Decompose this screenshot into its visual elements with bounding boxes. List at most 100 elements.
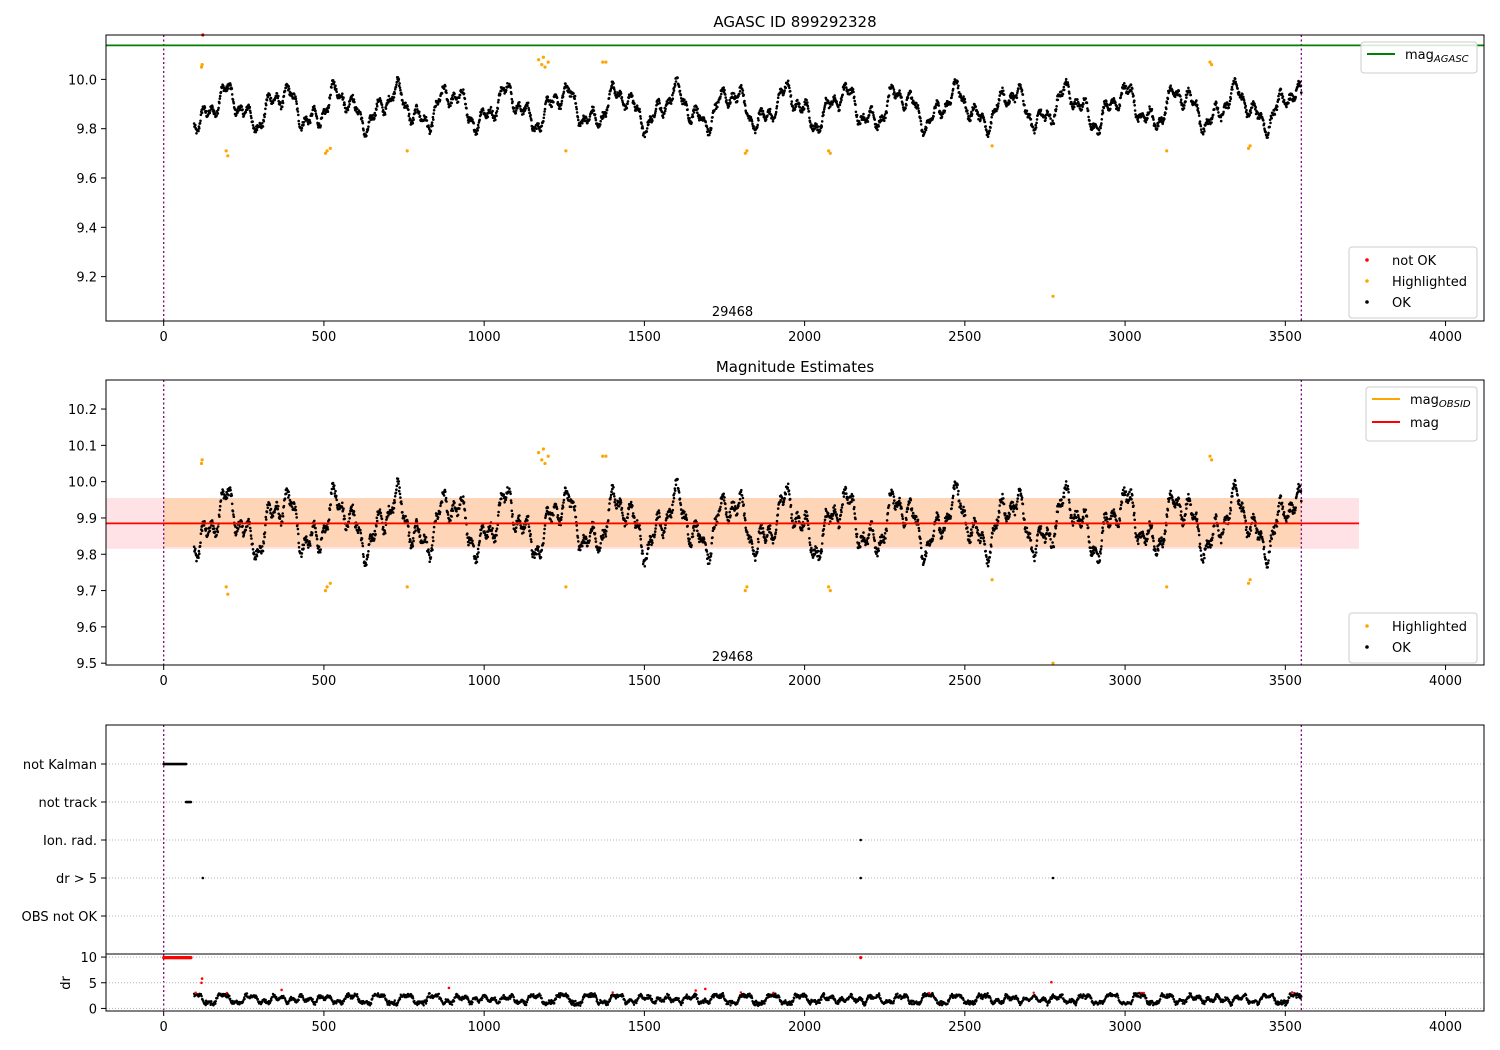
- ok-point: [247, 517, 250, 521]
- ok-point: [768, 107, 772, 111]
- ok-point: [867, 533, 871, 536]
- ok-point: [330, 86, 333, 89]
- ok-point: [374, 533, 377, 536]
- ok-point: [1035, 121, 1038, 125]
- ok-point: [329, 503, 333, 506]
- ok-point: [1266, 136, 1269, 139]
- ok-point: [610, 490, 613, 494]
- ok-point: [768, 110, 772, 113]
- ok-point: [831, 517, 834, 520]
- ok-point: [892, 502, 895, 505]
- ok-point: [294, 97, 298, 100]
- ok-point: [271, 101, 275, 105]
- ok-point: [612, 492, 616, 496]
- ok-point: [717, 513, 720, 517]
- ok-point: [197, 556, 200, 559]
- ok-point: [1177, 89, 1181, 93]
- ok-point: [979, 539, 982, 543]
- ok-point: [418, 528, 421, 531]
- ok-point: [761, 527, 765, 530]
- ok-point: [1165, 107, 1168, 111]
- highlighted-point: [828, 151, 832, 155]
- ok-point: [966, 112, 969, 115]
- ok-point: [708, 133, 711, 137]
- ok-point: [931, 537, 935, 541]
- ok-point: [573, 97, 576, 101]
- ok-point: [996, 519, 1000, 523]
- legend-label: not OK: [1392, 254, 1437, 269]
- ok-point: [590, 529, 594, 533]
- ok-point: [374, 113, 377, 117]
- ok-point: [671, 500, 675, 503]
- ok-point: [564, 82, 567, 85]
- ok-point: [806, 101, 809, 104]
- ok-point: [950, 503, 954, 507]
- ok-point: [333, 484, 336, 487]
- ok-point: [1129, 83, 1133, 86]
- ok-point: [621, 511, 624, 515]
- ok-point: [249, 111, 252, 115]
- ok-point: [366, 555, 369, 559]
- ok-point: [567, 88, 571, 91]
- ok-point: [657, 509, 661, 512]
- ok-point: [218, 101, 221, 105]
- ok-point: [916, 104, 920, 107]
- ok-point: [576, 116, 580, 119]
- ok-point: [956, 493, 960, 496]
- ok-point: [854, 528, 858, 531]
- ok-point: [909, 498, 913, 502]
- ok-point: [530, 118, 533, 122]
- ok-point: [887, 94, 891, 97]
- ok-point: [720, 92, 723, 96]
- ok-point: [704, 120, 707, 124]
- ok-point: [542, 120, 545, 123]
- ok-point: [427, 551, 431, 554]
- ok-point: [744, 518, 747, 522]
- highlighted-point: [405, 149, 409, 153]
- ok-point: [883, 119, 886, 123]
- ok-point: [432, 118, 435, 121]
- ok-point: [379, 514, 383, 518]
- ok-point: [1016, 500, 1019, 503]
- ok-point: [722, 492, 725, 496]
- ok-point: [650, 539, 654, 542]
- ok-point: [620, 506, 624, 510]
- ok-point: [919, 123, 923, 126]
- ok-point: [798, 102, 801, 106]
- ok-point: [984, 125, 987, 128]
- ok-point: [1002, 93, 1006, 96]
- ok-point: [695, 105, 698, 108]
- ok-point: [1084, 97, 1088, 100]
- ok-point: [684, 100, 688, 104]
- ok-point: [951, 87, 955, 91]
- ok-point: [808, 116, 811, 120]
- ok-point: [885, 104, 889, 107]
- ok-point: [663, 530, 666, 534]
- ok-point: [250, 116, 253, 120]
- ok-point: [970, 112, 974, 116]
- ok-point: [504, 88, 508, 92]
- ok-point: [275, 501, 279, 504]
- ok-point: [482, 108, 485, 112]
- ok-point: [963, 97, 967, 101]
- ok-point: [899, 501, 902, 505]
- ok-point: [540, 124, 544, 128]
- ok-point: [661, 116, 665, 119]
- ok-point: [486, 535, 490, 539]
- ok-point: [728, 98, 731, 102]
- x-tick-label: 1500: [628, 330, 661, 345]
- ok-point: [588, 118, 591, 121]
- ok-point: [440, 501, 444, 504]
- ok-point: [1081, 105, 1084, 108]
- ok-point: [1300, 91, 1303, 94]
- ok-point: [775, 104, 779, 108]
- ok-point: [1250, 106, 1254, 109]
- ok-point: [684, 513, 688, 516]
- ok-point: [1004, 99, 1007, 103]
- ok-point: [293, 502, 296, 506]
- ok-point: [287, 85, 291, 88]
- ok-point: [478, 118, 482, 122]
- ok-point: [444, 84, 447, 88]
- ok-point: [640, 122, 643, 125]
- ok-point: [853, 505, 856, 509]
